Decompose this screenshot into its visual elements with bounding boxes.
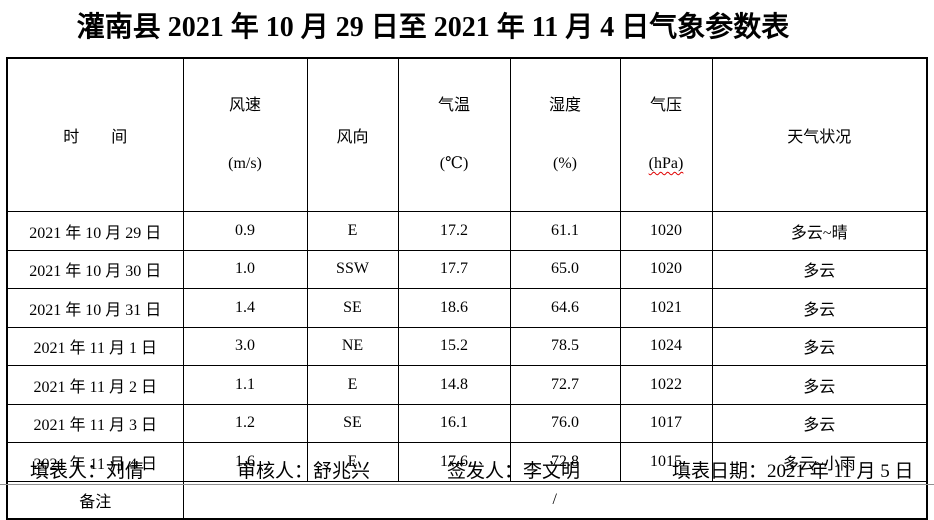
cell-date: 2021 年 10 月 29 日 <box>6 211 184 251</box>
cell-temperature: 18.6 <box>397 288 511 328</box>
cell-pressure: 1021 <box>619 288 713 328</box>
header-humidity-label: 湿度 <box>548 97 581 114</box>
header-pressure-unit: (hPa) <box>648 155 684 172</box>
cell-weather: 多云 <box>711 288 928 328</box>
cell-wind-speed: 1.2 <box>182 403 308 443</box>
cell-weather: 多云 <box>711 365 928 405</box>
cell-humidity: 78.5 <box>509 326 621 366</box>
cell-wind-speed: 3.0 <box>182 326 308 366</box>
header-wind-speed-label: 风速 <box>228 97 261 114</box>
cell-humidity: 61.1 <box>509 211 621 251</box>
cell-wind-direction: SE <box>306 288 399 328</box>
page-title: 灌南县 2021 年 10 月 29 日至 2021 年 11 月 4 日气象参… <box>76 12 790 43</box>
cell-pressure: 1015 <box>619 442 713 482</box>
table-row: 2021 年 10 月 29 日 0.9 E 17.2 61.1 1020 多云… <box>6 211 928 251</box>
cell-temperature: 16.1 <box>397 403 511 443</box>
cell-weather: 多云 <box>711 249 928 289</box>
cell-pressure: 1017 <box>619 403 713 443</box>
remark-row: 备注 / <box>6 480 928 520</box>
remark-label: 备注 <box>6 480 184 520</box>
footer-fill-date: 填表日期：2021 年 11 月 5 日 <box>672 461 914 482</box>
bottom-rule <box>0 484 934 485</box>
footer-issuer: 签发人：李文明 <box>447 461 581 482</box>
cell-wind-direction: SE <box>306 403 399 443</box>
cell-wind-direction: E <box>306 211 399 251</box>
header-weather: 天气状况 <box>711 57 928 212</box>
cell-wind-speed: 1.0 <box>182 249 308 289</box>
cell-pressure: 1024 <box>619 326 713 366</box>
cell-wind-speed: 1.1 <box>182 365 308 405</box>
cell-date: 2021 年 10 月 30 日 <box>6 249 184 289</box>
header-wind-speed: 风速 (m/s) <box>182 57 308 212</box>
cell-weather: 多云 <box>711 326 928 366</box>
header-wind-direction: 风向 <box>306 57 399 212</box>
header-humidity: 湿度 (%) <box>509 57 621 212</box>
cell-weather: 多云~小雨 <box>711 442 928 482</box>
cell-date: 2021 年 11 月 4 日 <box>6 442 184 482</box>
header-temperature: 气温 (℃) <box>397 57 511 212</box>
table-row: 2021 年 11 月 2 日 1.1 E 14.8 72.7 1022 多云 <box>6 365 928 405</box>
header-wind-speed-unit: (m/s) <box>228 155 262 172</box>
cell-pressure: 1020 <box>619 211 713 251</box>
cell-temperature: 15.2 <box>397 326 511 366</box>
cell-wind-direction: SSW <box>306 249 399 289</box>
table-row: 2021 年 11 月 1 日 3.0 NE 15.2 78.5 1024 多云 <box>6 326 928 366</box>
cell-humidity: 64.6 <box>509 288 621 328</box>
cell-date: 2021 年 11 月 3 日 <box>6 403 184 443</box>
cell-wind-speed: 0.9 <box>182 211 308 251</box>
cell-wind-direction: E <box>306 442 399 482</box>
cell-humidity: 76.0 <box>509 403 621 443</box>
cell-date: 2021 年 10 月 31 日 <box>6 288 184 328</box>
cell-wind-speed: 1.4 <box>182 288 308 328</box>
cell-date: 2021 年 11 月 2 日 <box>6 365 184 405</box>
header-pressure-label: 气压 <box>649 97 682 114</box>
footer-reviewer: 审核人：舒兆兴 <box>237 461 371 482</box>
header-humidity-unit: (%) <box>553 155 577 172</box>
cell-temperature: 17.7 <box>397 249 511 289</box>
footer-filler: 填表人：刘倩 <box>30 461 145 482</box>
table-row: 2021 年 11 月 3 日 1.2 SE 16.1 76.0 1017 多云 <box>6 403 928 443</box>
document-page: { "title": "灌南县 2021 年 10 月 29 日至 2021 年… <box>0 12 934 520</box>
table-row: 2021 年 10 月 31 日 1.4 SE 18.6 64.6 1021 多… <box>6 288 928 328</box>
table-row: 2021 年 11 月 4 日 1.6 E 17.6 72.8 1015 多云~… <box>6 442 928 482</box>
cell-wind-direction: NE <box>306 326 399 366</box>
cell-temperature: 14.8 <box>397 365 511 405</box>
cell-pressure: 1022 <box>619 365 713 405</box>
cell-wind-direction: E <box>306 365 399 405</box>
header-time: 时 间 <box>6 57 184 212</box>
cell-humidity: 65.0 <box>509 249 621 289</box>
table-row: 2021 年 10 月 30 日 1.0 SSW 17.7 65.0 1020 … <box>6 249 928 289</box>
header-temperature-unit: (℃) <box>439 155 469 172</box>
cell-date: 2021 年 11 月 1 日 <box>6 326 184 366</box>
cell-pressure: 1020 <box>619 249 713 289</box>
table-header-row: 时 间 风速 (m/s) 风向 气温 (℃) 湿度 (%) 气压 (hPa) 天… <box>6 57 928 212</box>
remark-value: / <box>182 480 928 520</box>
cell-weather: 多云 <box>711 403 928 443</box>
header-temperature-label: 气温 <box>437 97 470 114</box>
weather-parameters-table: 时 间 风速 (m/s) 风向 气温 (℃) 湿度 (%) 气压 (hPa) 天… <box>6 57 928 520</box>
cell-humidity: 72.7 <box>509 365 621 405</box>
cell-weather: 多云~晴 <box>711 211 928 251</box>
header-pressure: 气压 (hPa) <box>619 57 713 212</box>
cell-temperature: 17.2 <box>397 211 511 251</box>
